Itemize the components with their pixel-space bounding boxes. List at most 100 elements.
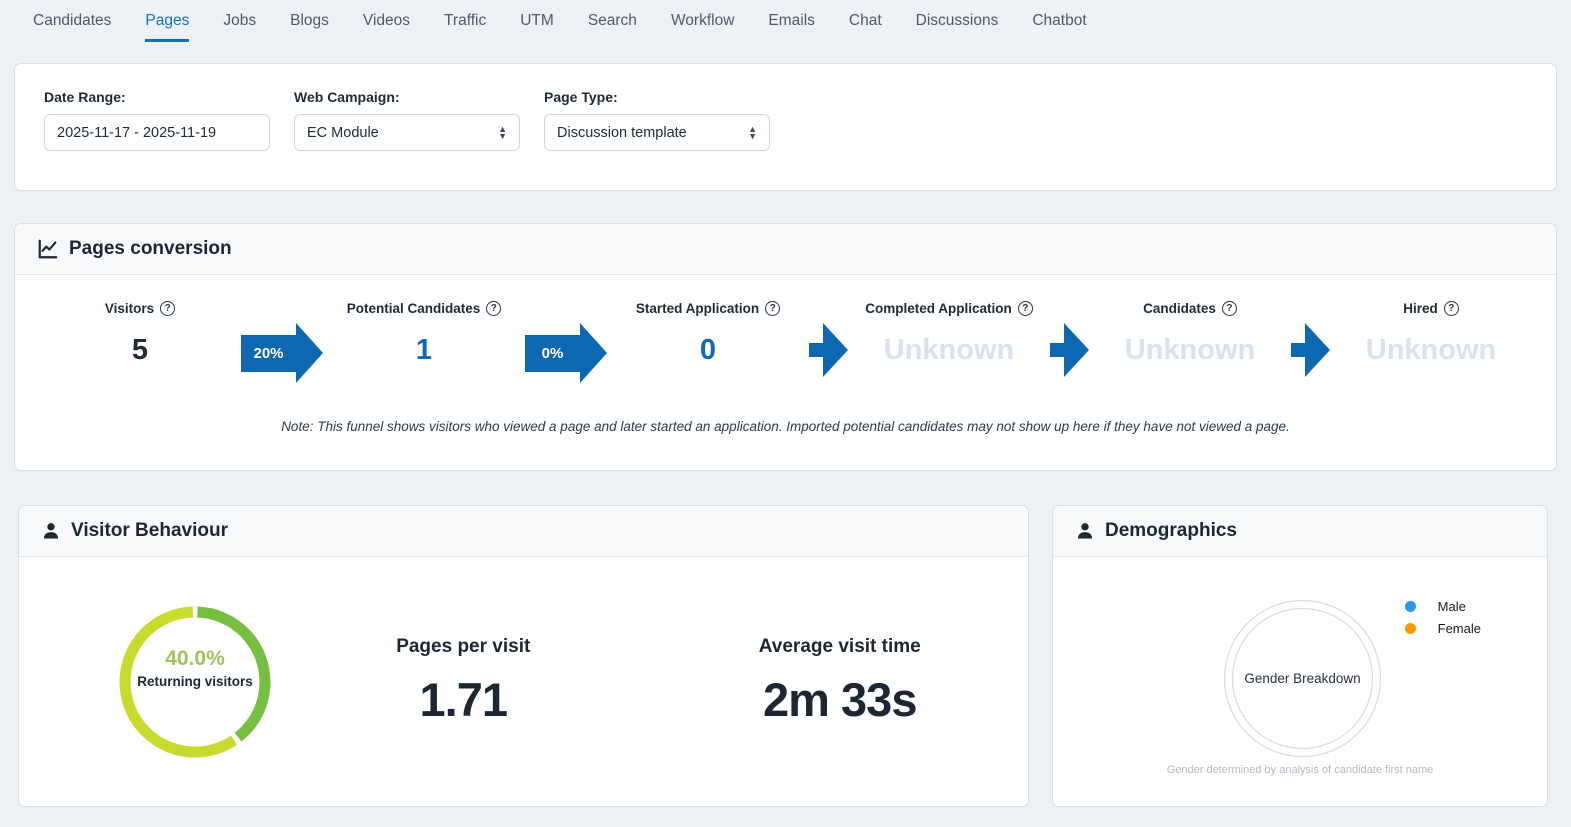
donut-center-text: 40.0% Returning visitors <box>115 588 275 748</box>
visitor-behaviour-body: 40.0% Returning visitors Pages per visit… <box>19 557 1028 806</box>
returning-visitors-pct: 40.0% <box>165 646 225 670</box>
arrow-right-icon <box>580 323 607 383</box>
date-range-value: 2025-11-17 - 2025-11-19 <box>57 124 217 141</box>
date-range-filter: Date Range: 2025-11-17 - 2025-11-19 <box>44 89 270 165</box>
visitor-stats: Pages per visit 1.71 Average visit time … <box>275 636 1028 727</box>
tab-utm[interactable]: UTM <box>520 12 554 29</box>
demographics-card: Demographics Gender Breakdown Male Femal… <box>1052 505 1548 807</box>
conversion-funnel: Visitors? 5 20% Potential Candidates? 1 … <box>15 275 1556 383</box>
gender-legend: Male Female <box>1404 599 1481 636</box>
male-dot-icon <box>1404 601 1416 612</box>
demographics-body: Gender Breakdown Male Female Gender dete… <box>1053 557 1547 806</box>
funnel-stage-completed-application: Completed Application? Unknown <box>848 301 1050 370</box>
page-type-select[interactable]: Discussion template ▲ ▼ <box>544 114 770 151</box>
tab-chatbot[interactable]: Chatbot <box>1032 12 1087 29</box>
demographics-title: Demographics <box>1105 520 1237 541</box>
page-type-value: Discussion template <box>557 124 687 141</box>
person-icon <box>43 523 59 539</box>
funnel-stage-potential-candidates: Potential Candidates? 1 <box>323 301 525 370</box>
legend-male-label: Male <box>1437 599 1466 614</box>
average-visit-time-label: Average visit time <box>758 636 921 657</box>
stage-value: 1 <box>415 334 433 366</box>
funnel-arrow: 0% <box>525 323 607 383</box>
gender-breakdown-ring <box>1223 599 1382 758</box>
average-visit-time-value: 2m 33s <box>763 673 917 726</box>
stage-value: 0 <box>699 334 717 366</box>
page-type-label: Page Type: <box>544 89 618 105</box>
help-icon[interactable]: ? <box>1443 301 1459 316</box>
select-chevrons-icon: ▲ ▼ <box>748 123 757 141</box>
legend-female-label: Female <box>1437 621 1481 636</box>
arrow-tail <box>1291 343 1305 357</box>
gender-footnote: Gender determined by analysis of candida… <box>1166 764 1434 776</box>
web-campaign-label: Web Campaign: <box>294 89 400 105</box>
returning-visitors-label: Returning visitors <box>137 673 253 689</box>
page-type-filter: Page Type: Discussion template ▲ ▼ <box>544 89 770 165</box>
arrow-tail <box>1050 343 1064 357</box>
stage-label: Completed Application <box>865 301 1012 316</box>
funnel-arrow <box>809 323 848 377</box>
top-nav: Candidates Pages Jobs Blogs Videos Traff… <box>0 0 1571 42</box>
pages-conversion-card: Pages conversion Visitors? 5 20% Potenti… <box>14 223 1557 471</box>
returning-visitors-donut: 40.0% Returning visitors <box>115 602 275 762</box>
stage-label: Potential Candidates <box>346 301 481 316</box>
funnel-stage-started-application: Started Application? 0 <box>607 301 809 370</box>
female-dot-icon <box>1404 623 1416 634</box>
average-visit-time-stat: Average visit time 2m 33s <box>652 636 1029 727</box>
arrow-right-icon <box>1064 323 1089 377</box>
funnel-arrow: 20% <box>241 323 323 383</box>
funnel-stage-candidates: Candidates? Unknown <box>1089 301 1291 370</box>
tab-candidates[interactable]: Candidates <box>33 12 112 29</box>
web-campaign-select[interactable]: EC Module ▲ ▼ <box>294 114 520 151</box>
visitor-behaviour-card: Visitor Behaviour 40.0% Returning visito… <box>18 505 1029 807</box>
visitor-behaviour-header: Visitor Behaviour <box>19 506 1028 557</box>
conversion-rate-badge: 20% <box>241 334 296 372</box>
arrow-right-icon <box>1305 323 1330 377</box>
select-chevrons-icon: ▲ ▼ <box>498 123 507 141</box>
arrow-tail <box>809 343 823 357</box>
tab-workflow[interactable]: Workflow <box>670 12 735 29</box>
conversion-rate-badge: 0% <box>525 334 580 372</box>
stage-value: Unknown <box>1365 334 1497 366</box>
stage-label: Visitors <box>104 301 155 316</box>
tab-pages[interactable]: Pages <box>145 12 190 42</box>
pages-per-visit-label: Pages per visit <box>396 636 531 657</box>
stage-value: Unknown <box>1124 334 1256 366</box>
web-campaign-filter: Web Campaign: EC Module ▲ ▼ <box>294 89 520 165</box>
visitor-behaviour-title: Visitor Behaviour <box>71 520 228 541</box>
stage-label: Started Application <box>635 301 760 316</box>
tab-videos[interactable]: Videos <box>362 12 411 29</box>
tab-traffic[interactable]: Traffic <box>444 12 487 29</box>
arrow-right-icon <box>823 323 848 377</box>
date-range-label: Date Range: <box>44 89 126 105</box>
date-range-input[interactable]: 2025-11-17 - 2025-11-19 <box>44 114 270 151</box>
help-icon[interactable]: ? <box>1017 301 1033 316</box>
demographics-header: Demographics <box>1053 506 1547 557</box>
help-icon[interactable]: ? <box>486 301 502 316</box>
help-icon[interactable]: ? <box>1221 301 1237 316</box>
stage-value: 5 <box>131 334 149 366</box>
stage-label: Candidates <box>1143 301 1216 316</box>
line-chart-icon <box>38 239 58 259</box>
filters-panel: Date Range: 2025-11-17 - 2025-11-19 Web … <box>14 63 1557 191</box>
funnel-note: Note: This funnel shows visitors who vie… <box>281 419 1290 434</box>
help-icon[interactable]: ? <box>765 301 781 316</box>
tab-discussions[interactable]: Discussions <box>915 12 999 29</box>
pages-conversion-title: Pages conversion <box>69 238 232 259</box>
pages-per-visit-stat: Pages per visit 1.71 <box>275 636 652 727</box>
help-icon[interactable]: ? <box>160 301 176 316</box>
tab-chat[interactable]: Chat <box>848 12 882 29</box>
pages-conversion-header: Pages conversion <box>15 224 1556 275</box>
tab-emails[interactable]: Emails <box>768 12 815 29</box>
funnel-arrow <box>1291 323 1330 377</box>
tab-jobs[interactable]: Jobs <box>223 12 257 29</box>
legend-item-female[interactable]: Female <box>1404 621 1481 636</box>
legend-item-male[interactable]: Male <box>1404 599 1481 614</box>
bottom-row: Visitor Behaviour 40.0% Returning visito… <box>18 505 1548 807</box>
tab-blogs[interactable]: Blogs <box>290 12 329 29</box>
donut-chart <box>119 606 271 757</box>
funnel-arrow <box>1050 323 1089 377</box>
person-icon <box>1077 523 1093 539</box>
pages-per-visit-value: 1.71 <box>419 673 508 726</box>
tab-search[interactable]: Search <box>587 12 637 29</box>
